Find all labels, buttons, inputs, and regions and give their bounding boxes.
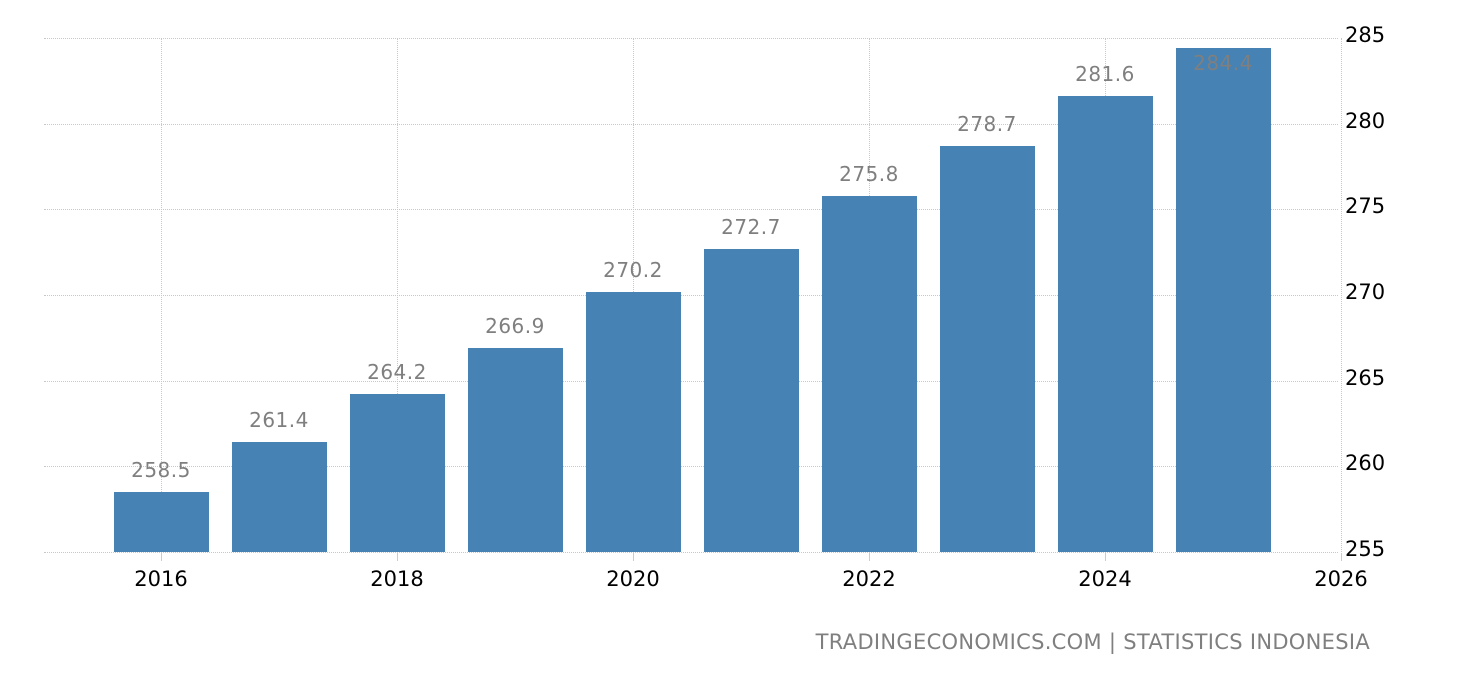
bar-value-label: 258.5 (131, 458, 191, 482)
bar-2022 (822, 196, 917, 552)
x-axis-tick-mark (633, 553, 634, 561)
x-axis-tick-mark (397, 553, 398, 561)
y-axis-tick-label: 260 (1345, 451, 1386, 475)
bar-value-label: 270.2 (603, 258, 663, 282)
bar-value-label: 278.7 (957, 112, 1017, 136)
bar-value-label: 261.4 (249, 408, 309, 432)
bar-value-label: 272.7 (721, 215, 781, 239)
horizontal-gridline (44, 295, 1338, 296)
bar-value-label: 281.6 (1075, 62, 1135, 86)
bar-2017 (232, 442, 327, 552)
bar-2024 (1058, 96, 1153, 552)
bar-2019 (468, 348, 563, 552)
y-axis-tick-label: 285 (1345, 23, 1386, 47)
x-axis-tick-mark (1105, 553, 1106, 561)
x-axis-tick-label: 2016 (134, 567, 188, 591)
bar-2016 (114, 492, 209, 552)
y-axis-tick-label: 275 (1345, 194, 1386, 218)
horizontal-gridline (44, 381, 1338, 382)
bar-2020 (586, 292, 681, 552)
bar-value-label: 266.9 (485, 314, 545, 338)
source-credit: TRADINGECONOMICS.COM | STATISTICS INDONE… (815, 630, 1370, 654)
x-axis-tick-label: 2022 (842, 567, 896, 591)
vertical-gridline (1341, 38, 1342, 552)
x-axis-tick-label: 2018 (370, 567, 424, 591)
y-axis-tick-label: 270 (1345, 280, 1386, 304)
vertical-gridline (161, 38, 162, 552)
bar-2023 (940, 146, 1035, 552)
horizontal-gridline (44, 466, 1338, 467)
y-axis-tick-label: 280 (1345, 109, 1386, 133)
horizontal-gridline (44, 38, 1338, 39)
y-axis-tick-label: 255 (1345, 537, 1386, 561)
bar-value-label: 275.8 (839, 162, 899, 186)
y-axis-tick-label: 265 (1345, 366, 1386, 390)
x-axis-tick-mark (1341, 553, 1342, 561)
x-axis-tick-mark (161, 553, 162, 561)
horizontal-gridline (44, 209, 1338, 210)
bar-2021 (704, 249, 799, 552)
bar-value-label: 284.4 (1193, 51, 1253, 75)
bar-value-label: 264.2 (367, 360, 427, 384)
bar-2025 (1176, 48, 1271, 552)
horizontal-gridline (44, 552, 1338, 553)
x-axis-tick-label: 2024 (1078, 567, 1132, 591)
x-axis-tick-label: 2026 (1314, 567, 1368, 591)
vertical-gridline (397, 38, 398, 552)
x-axis-tick-label: 2020 (606, 567, 660, 591)
bar-2018 (350, 394, 445, 552)
horizontal-gridline (44, 124, 1338, 125)
x-axis-tick-mark (869, 553, 870, 561)
